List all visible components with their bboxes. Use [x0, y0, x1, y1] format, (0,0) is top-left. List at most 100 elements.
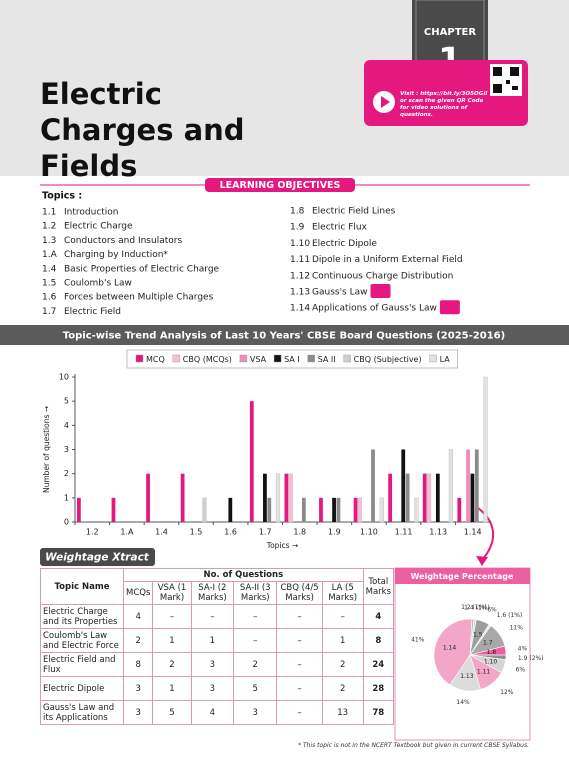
- y-tick-label: 2: [64, 469, 69, 478]
- pie-panel-header: [395, 568, 530, 584]
- pie-title: Weightage Percentage: [411, 572, 514, 581]
- video-note: Visit : https://bit.ly/3O5OGil or scan t…: [400, 91, 488, 118]
- pie-value-label: 11%: [510, 624, 524, 631]
- pie-value-label: (1%): [473, 604, 487, 611]
- topic-name: Gauss's Law and its Applications: [40, 700, 124, 725]
- qr-dot: [512, 86, 518, 90]
- bar: [202, 497, 207, 523]
- topic-number: 1.8: [290, 207, 305, 217]
- topic-number: 1.A: [42, 250, 58, 260]
- pie-slice: [433, 618, 473, 686]
- column-header: VSA (1 Mark): [152, 581, 192, 605]
- topic-header: Topic Name: [40, 568, 124, 605]
- x-tick-label: 1.2: [86, 528, 99, 537]
- pie-value-label: 4%: [518, 646, 528, 653]
- table-cell: 78: [362, 700, 395, 725]
- table-cell: 3: [190, 676, 235, 701]
- bar: [228, 497, 233, 522]
- bar: [332, 497, 336, 522]
- x-tick-label: 1.9: [328, 528, 341, 537]
- table-cell: 5: [233, 676, 278, 701]
- legend-label: CBQ (Subjective): [354, 355, 422, 364]
- pointer-arrowhead: [476, 556, 488, 566]
- weightage-badge: [439, 300, 460, 315]
- y-tick-label: 4: [64, 421, 69, 430]
- legend-label: CBQ (MCQs): [183, 355, 232, 364]
- table-cell: –: [321, 604, 364, 629]
- pie-category: 1.9: [518, 655, 528, 662]
- column-header: SA-I (2 Marks): [190, 581, 235, 605]
- table-cell: 2: [321, 676, 364, 701]
- legend-swatch: [172, 354, 180, 363]
- y-tick-label: 0: [64, 518, 69, 527]
- objectives-heading: LEARNING OBJECTIVES: [220, 180, 341, 191]
- table-row: Electric Dipole 3 1 3 5–2 28: [40, 676, 395, 701]
- table-cell: 24: [362, 652, 395, 677]
- legend-label: MCQ: [146, 355, 165, 364]
- legend-swatch: [307, 354, 315, 363]
- topic-text: Charging by Induction*: [64, 250, 168, 260]
- topics-label: Topics :: [42, 191, 82, 202]
- pie-label: 1.4 (1%): [464, 604, 490, 611]
- topic-text: Basic Properties of Electric Charge: [64, 264, 220, 274]
- pie-label: 1.9 (2%): [518, 655, 544, 662]
- group-header: No. of Questions: [123, 568, 364, 582]
- table-cell: –: [152, 604, 192, 629]
- pie-category: 1.4: [464, 604, 474, 611]
- y-tick-label: 5: [64, 397, 69, 406]
- topic-number: 1.11: [290, 255, 310, 265]
- topic-text: Electric Field: [64, 307, 121, 317]
- topic-text: Coulomb's Law: [64, 279, 132, 289]
- legend-swatch: [273, 354, 282, 363]
- bar: [483, 376, 488, 523]
- pie-category: 1.6: [497, 612, 507, 619]
- chapter-label: CHAPTER: [424, 27, 476, 38]
- pie-value-label: 12%: [500, 689, 514, 696]
- play-triangle: [381, 96, 390, 108]
- bar: [111, 497, 116, 522]
- table-cell: 13: [321, 700, 364, 725]
- table-row: Electric Field and Flux 8 2 3 2–2 24: [40, 652, 395, 677]
- topic-number: 1.14: [290, 304, 310, 314]
- bar: [267, 497, 272, 522]
- topic-number: 1.9: [290, 223, 305, 233]
- pie-label: 1.6 (1%): [497, 612, 523, 619]
- table-cell: –: [276, 604, 323, 629]
- bar: [249, 401, 254, 522]
- y-tick-label: 10: [59, 373, 69, 382]
- legend-label: LA: [440, 355, 451, 364]
- bar: [414, 497, 419, 523]
- topic-text: Electric Dipole: [312, 239, 377, 249]
- objectives-tab: [205, 178, 355, 192]
- legend-swatch: [343, 354, 351, 363]
- qr-corner: [493, 67, 502, 76]
- pie-label: 1.2 (1%): [461, 604, 487, 611]
- weightage-banner: [40, 548, 155, 566]
- x-tick-label: 1.10: [360, 528, 378, 537]
- table-cell: –: [233, 604, 278, 629]
- pie-category: 1.8: [487, 649, 497, 656]
- topic-number: 1.6: [42, 293, 57, 303]
- x-tick-label: 1.8: [293, 528, 306, 537]
- topic-name: Electric Field and Flux: [40, 652, 124, 677]
- bar: [284, 473, 289, 522]
- legend-swatch: [135, 354, 144, 363]
- x-tick-label: 1.13: [429, 528, 447, 537]
- y-tick-label: 3: [64, 445, 69, 454]
- bar: [301, 497, 306, 522]
- table-cell: 1: [152, 676, 192, 701]
- legend-label: SA II: [318, 355, 336, 364]
- bar: [357, 497, 363, 523]
- bar: [146, 473, 150, 522]
- topic-number: 1.5: [42, 279, 56, 289]
- pie-value-label: 14%: [456, 699, 470, 706]
- weightage-badge: [370, 284, 391, 298]
- table-cell: 2: [152, 652, 192, 677]
- topic-name: Electric Charge and its Properties: [40, 604, 124, 629]
- table-cell: 3: [233, 700, 278, 725]
- bar: [379, 497, 384, 523]
- topic-text: Conductors and Insulators: [64, 236, 182, 246]
- table-header-row: Topic Name No. of Questions Total Marks: [40, 568, 395, 605]
- topic-text: Gauss's Law: [312, 288, 368, 298]
- table-cell: 4: [122, 604, 154, 629]
